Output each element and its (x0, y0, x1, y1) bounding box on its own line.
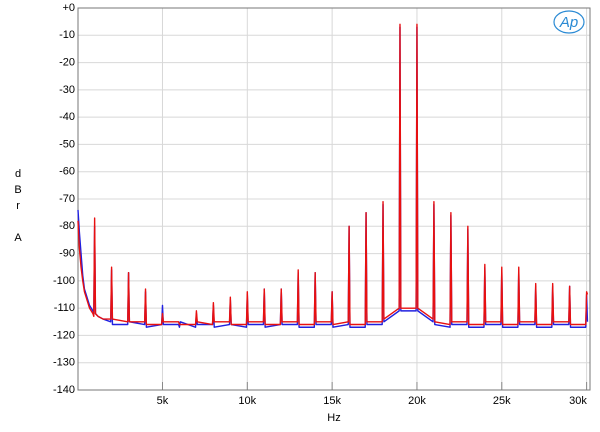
y-tick-label: -30 (59, 84, 75, 96)
y-tick-label: -120 (53, 329, 75, 341)
y-tick-label: -20 (59, 56, 75, 68)
y-axis-label: dBr A (12, 168, 24, 248)
y-tick-label: -140 (53, 384, 75, 396)
y-tick-label: -60 (59, 166, 75, 178)
y-tick-label: -70 (59, 193, 75, 205)
x-tick-label: 5k (157, 395, 169, 407)
x-tick-label: 15k (323, 395, 341, 407)
y-tick-label: -110 (54, 302, 75, 314)
y-tick-label: -90 (59, 247, 75, 259)
x-tick-label: 10k (238, 395, 256, 407)
logo: Ap (559, 14, 578, 31)
x-tick-label: 25k (493, 395, 511, 407)
x-tick-label: 30k (569, 395, 587, 407)
plot-frame (77, 7, 591, 391)
y-tick-label: -80 (59, 220, 75, 232)
y-tick-label: +0 (62, 2, 75, 14)
logo-ring (553, 10, 585, 34)
y-tick-label: -40 (59, 111, 75, 123)
series-line (77, 23, 589, 326)
y-tick-label: -100 (53, 275, 75, 287)
y-tick-label: -10 (59, 29, 75, 41)
x-tick-label: 20k (408, 395, 426, 407)
y-tick-label: -50 (59, 138, 75, 150)
x-axis-label: Hz (327, 412, 340, 424)
y-tick-label: -130 (53, 357, 75, 369)
